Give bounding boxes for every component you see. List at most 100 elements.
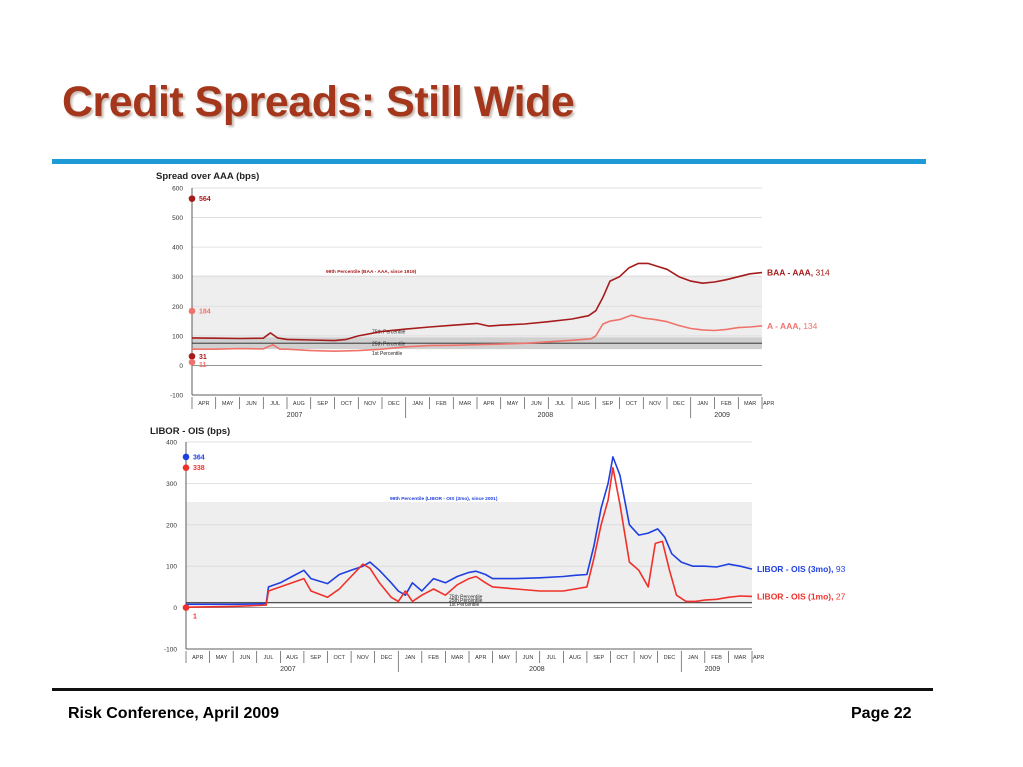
y-tick-label: 500 xyxy=(172,215,183,222)
month-label: JUL xyxy=(555,401,565,407)
month-label: NOV xyxy=(640,655,652,661)
footer-rule xyxy=(52,688,933,691)
y-tick-label: 0 xyxy=(173,605,177,612)
month-label: SEP xyxy=(602,401,613,407)
start-marker xyxy=(188,195,196,202)
percentile-label: 75th Percentile xyxy=(449,594,483,600)
month-label: MAR xyxy=(451,655,463,661)
start-marker-label: 564 xyxy=(199,196,211,203)
percentile-band xyxy=(192,275,762,339)
percentile-band xyxy=(186,502,752,604)
month-label: AUG xyxy=(569,655,581,661)
month-label: APR xyxy=(198,401,209,407)
percentile-label: 25th Percentile xyxy=(449,598,483,604)
month-label: DEC xyxy=(664,655,676,661)
month-label: DEC xyxy=(673,401,685,407)
chart-title: LIBOR - OIS (bps) xyxy=(150,426,230,437)
month-label: FEB xyxy=(436,401,447,407)
slide-title: Credit Spreads: Still Wide xyxy=(62,78,575,126)
y-tick-label: 200 xyxy=(166,522,177,529)
month-label: OCT xyxy=(626,401,638,407)
percentile-label: 75th Percentile xyxy=(372,329,406,335)
month-label: OCT xyxy=(333,655,345,661)
y-tick-label: 400 xyxy=(172,245,183,252)
footer-page-number: Page 22 xyxy=(851,705,912,722)
start-marker-label: 31 xyxy=(199,354,207,361)
chart-title: Spread over AAA (bps) xyxy=(156,171,259,182)
footer-conference: Risk Conference, April 2009 xyxy=(68,705,280,722)
chart-panel-2: LIBOR - OIS (bps) -100 0 100 200 300 400 99th P… xyxy=(150,426,846,673)
y-tick-label: 300 xyxy=(172,274,183,281)
series-end-label: LIBOR - OIS (3mo), 93 xyxy=(757,564,846,574)
year-label: 2007 xyxy=(280,666,296,673)
series-line xyxy=(186,456,753,606)
band-label: 99th Percentile (LIBOR - OIS (3mo), sinc… xyxy=(390,496,498,502)
month-label: JAN xyxy=(688,655,698,661)
start-marker xyxy=(182,464,190,471)
y-tick-label: -100 xyxy=(170,393,183,400)
month-label: JUN xyxy=(531,401,542,407)
series-line xyxy=(185,466,753,608)
start-marker-label: 184 xyxy=(199,309,211,316)
month-label: JAN xyxy=(412,401,422,407)
year-label: 2008 xyxy=(538,412,554,419)
month-label: APR xyxy=(753,655,764,661)
y-tick-label: 300 xyxy=(166,481,177,488)
month-label: NOV xyxy=(357,655,369,661)
month-label: SEP xyxy=(317,401,328,407)
month-label: SEP xyxy=(593,655,604,661)
month-label: AUG xyxy=(293,401,305,407)
month-label: APR xyxy=(483,401,494,407)
month-label: MAY xyxy=(222,401,234,407)
start-marker-label: 11 xyxy=(199,362,207,369)
month-label: JUN xyxy=(523,655,534,661)
chart-panel-1: Spread over AAA (bps) -100 0 100 200 300 400 50… xyxy=(156,171,830,419)
year-label: 2008 xyxy=(529,666,545,673)
month-label: JUL xyxy=(264,655,274,661)
month-label: MAY xyxy=(499,655,511,661)
start-marker xyxy=(188,352,196,360)
start-marker xyxy=(188,307,196,315)
y-tick-label: -100 xyxy=(164,647,177,654)
year-label: 2007 xyxy=(287,412,303,419)
start-marker-label: 338 xyxy=(193,465,205,472)
start-marker-label: 364 xyxy=(193,454,205,461)
month-label: MAR xyxy=(459,401,471,407)
series-end-label: BAA - AAA, 314 xyxy=(767,268,830,278)
month-label: OCT xyxy=(616,655,628,661)
month-label: OCT xyxy=(341,401,353,407)
y-tick-label: 400 xyxy=(166,440,177,447)
month-label: JAN xyxy=(405,655,415,661)
year-label: 2009 xyxy=(705,666,721,673)
start-marker xyxy=(182,604,190,611)
month-label: MAY xyxy=(216,655,228,661)
percentile-label: 1st Percentile xyxy=(372,351,403,357)
band-label: 99th Percentile (BAA - AAA, since 1919) xyxy=(326,269,417,275)
month-label: JUL xyxy=(547,655,557,661)
y-tick-label: 100 xyxy=(166,564,177,571)
series-end-label: A - AAA, 134 xyxy=(767,321,818,331)
y-tick-label: 100 xyxy=(172,333,183,340)
series-line xyxy=(192,314,763,352)
series-line xyxy=(191,262,763,342)
month-label: APR xyxy=(192,655,203,661)
month-label: DEC xyxy=(388,401,400,407)
year-label: 2009 xyxy=(714,412,730,419)
month-label: AUG xyxy=(578,401,590,407)
series-end-label: LIBOR - OIS (1mo), 27 xyxy=(757,591,846,601)
month-label: APR xyxy=(763,401,774,407)
month-label: FEB xyxy=(428,655,439,661)
month-label: JUN xyxy=(246,401,257,407)
start-marker xyxy=(188,358,196,366)
percentile-label: 25th Percentile xyxy=(372,341,406,347)
month-label: JAN xyxy=(697,401,707,407)
month-label: FEB xyxy=(711,655,722,661)
y-tick-label: 600 xyxy=(172,186,183,193)
y-tick-label: 200 xyxy=(172,304,183,311)
month-label: JUL xyxy=(270,401,280,407)
month-label: NOV xyxy=(364,401,376,407)
month-label: MAR xyxy=(744,401,756,407)
month-label: SEP xyxy=(310,655,321,661)
month-label: DEC xyxy=(381,655,393,661)
